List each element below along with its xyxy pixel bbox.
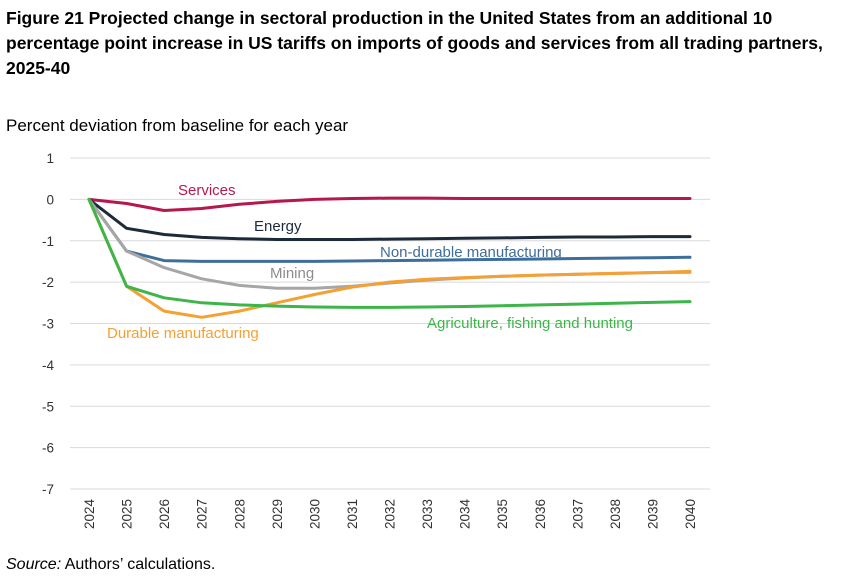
x-tick-label: 2028 <box>232 499 247 529</box>
y-tick-label: 1 <box>46 151 54 166</box>
x-tick-label: 2031 <box>345 499 360 529</box>
x-tick-label: 2029 <box>270 499 285 529</box>
series-lines <box>87 196 692 319</box>
x-tick-labels: 2024 2025 2026 2027 2028 2029 2030 2031 2032 2033… <box>82 499 698 530</box>
y-tick-label: 0 <box>46 192 54 207</box>
series-line-non-durable-manufacturing <box>87 197 692 263</box>
chart-title: Figure 21 Projected change in sectoral p… <box>6 8 823 78</box>
series-label-non-durable-manufacturing: Non-durable manufacturing <box>380 244 562 261</box>
series-labels: Services Energy Non-durable manufacturin… <box>107 182 633 342</box>
source-label: Source: <box>6 556 62 573</box>
x-tick-label: 2037 <box>570 499 585 529</box>
series-label-services: Services <box>178 182 236 199</box>
series-line-services <box>87 196 692 212</box>
series-line-agriculture-fishing-and-hunting <box>87 197 692 309</box>
y-tick-label: -6 <box>42 441 54 456</box>
series-line-durable-manufacturing <box>87 197 692 319</box>
x-tick-label: 2039 <box>645 499 660 529</box>
y-axis-label: Percent deviation from baseline for each… <box>6 116 349 135</box>
y-tick-label: -1 <box>42 234 54 249</box>
series-label-mining: Mining <box>270 265 314 282</box>
y-tick-label: -7 <box>42 482 54 497</box>
x-tick-label: 2032 <box>383 499 398 529</box>
x-tick-label: 2034 <box>458 499 473 530</box>
x-tick-label: 2035 <box>495 499 510 529</box>
y-tick-label: -5 <box>42 399 54 414</box>
y-tick-label: -4 <box>42 358 54 373</box>
x-tick-label: 2036 <box>533 499 548 529</box>
series-line-energy <box>87 197 692 241</box>
x-tick-label: 2033 <box>420 499 435 529</box>
source-note: Source: Authors’ calculations. <box>6 556 215 574</box>
source-text: Authors’ calculations. <box>64 556 216 573</box>
x-tick-label: 2038 <box>608 499 623 529</box>
x-tick-label: 2030 <box>307 499 322 529</box>
series-label-durable-manufacturing: Durable manufacturing <box>107 325 259 342</box>
series-label-agriculture-fishing-hunting: Agriculture, fishing and hunting <box>427 315 633 332</box>
y-tick-labels: 1 0 -1 -2 -3 -4 -5 -6 -7 <box>42 151 54 497</box>
x-tick-label: 2026 <box>157 499 172 529</box>
y-tick-label: -2 <box>42 275 54 290</box>
x-tick-label: 2025 <box>120 499 135 529</box>
x-tick-label: 2040 <box>683 499 698 529</box>
y-tick-label: -3 <box>42 317 54 332</box>
series-label-energy: Energy <box>254 218 302 235</box>
x-tick-label: 2024 <box>82 499 97 530</box>
x-tick-label: 2027 <box>195 499 210 529</box>
